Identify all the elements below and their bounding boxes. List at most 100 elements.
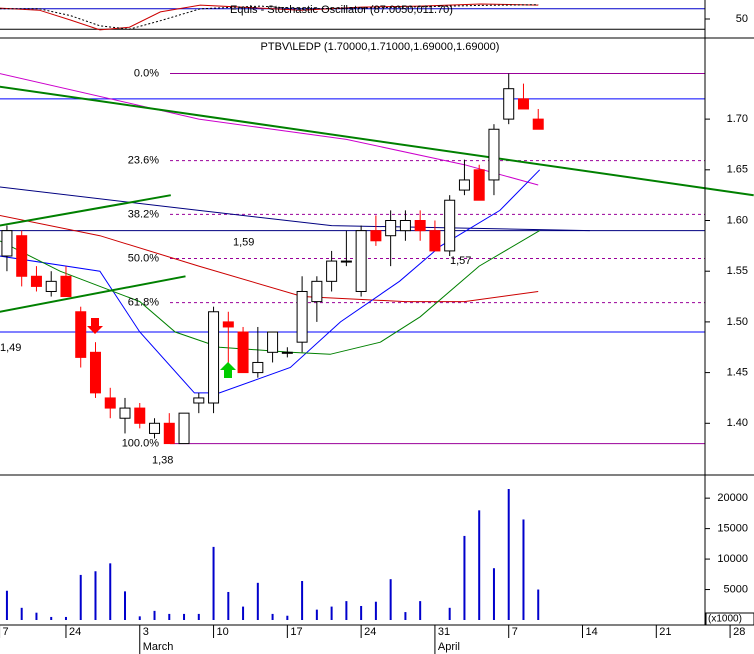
trend-line	[0, 275, 186, 313]
price-title: PTBV\LEDP (1.70000,1.71000,1.69000,1.690…	[261, 41, 500, 53]
volume-bar	[79, 574, 82, 620]
volume-bar	[183, 613, 186, 620]
candle-body	[89, 351, 101, 394]
volume-bar	[478, 510, 481, 620]
fib-label: 38.2%	[128, 208, 159, 220]
fib-label: 0.0%	[134, 67, 159, 79]
candle-body	[444, 199, 456, 252]
x-tick-label: 21	[659, 626, 671, 638]
candle-body	[30, 275, 42, 287]
price-label: 1,59	[233, 237, 254, 249]
candle-body	[60, 275, 72, 298]
candle-body	[237, 331, 249, 374]
candle-body	[134, 407, 146, 424]
x-tick-label: 28	[733, 626, 745, 638]
x-tick-label: 10	[217, 626, 229, 638]
candle-body	[1, 230, 13, 257]
unit-label: (x1000)	[708, 614, 742, 625]
volume-tick-label: 5000	[724, 583, 748, 595]
volume-bar	[197, 613, 200, 620]
volume-bar	[374, 601, 377, 620]
price-tick-label: 1.65	[727, 164, 748, 176]
candle-body	[222, 321, 234, 328]
x-tick-label: 3	[143, 626, 149, 638]
trend-line	[0, 194, 171, 227]
volume-bar	[345, 601, 348, 620]
oscillator-line	[0, 3, 539, 31]
volume-bar	[522, 519, 525, 620]
price-panel	[0, 72, 754, 445]
candle-body	[517, 98, 529, 110]
volume-bar	[360, 605, 363, 620]
price-tick-label: 1.40	[727, 417, 748, 429]
volume-bar	[50, 616, 53, 620]
candle-body	[473, 169, 485, 201]
volume-bar	[94, 571, 97, 620]
candle-body	[45, 280, 57, 292]
volume-bar	[64, 616, 67, 620]
x-tick-label: 14	[586, 626, 598, 638]
oscillator-title: Equis - Stochastic Oscillator (87.0050,0…	[230, 4, 453, 16]
candle-body	[163, 422, 175, 445]
candle-body	[311, 280, 323, 303]
volume-bar	[286, 615, 289, 620]
volume-bar	[537, 589, 540, 620]
x-tick-label: 7	[3, 626, 9, 638]
candle-body	[267, 331, 279, 353]
volume-bar	[242, 606, 245, 620]
candle-body	[458, 179, 470, 191]
volume-bar	[256, 582, 259, 620]
candle-body	[119, 407, 131, 419]
x-tick-label: 24	[69, 626, 81, 638]
candle-body	[193, 397, 205, 404]
sell-signal-arrow	[87, 318, 103, 334]
candle-body	[429, 230, 441, 252]
volume-tick-label: 10000	[717, 553, 748, 565]
volume-bar	[507, 489, 510, 620]
volume-bar	[448, 607, 451, 620]
buy-signal-arrow	[220, 362, 236, 378]
price-tick-label: 1.55	[727, 265, 748, 277]
candle-body	[252, 361, 264, 374]
candle-body	[208, 311, 220, 404]
volume-bar	[492, 568, 495, 620]
volume-bar	[153, 610, 156, 620]
candle-body	[532, 118, 544, 130]
volume-bar	[212, 546, 215, 620]
price-tick-label: 1.60	[727, 214, 748, 226]
month-label: April	[438, 641, 460, 653]
x-tick-label: 24	[364, 626, 376, 638]
month-label: March	[143, 641, 174, 653]
trend-line	[0, 85, 754, 197]
candle-body	[340, 260, 352, 263]
fib-label: 61.8%	[128, 297, 159, 309]
candle-body	[355, 230, 367, 292]
volume-bar	[315, 609, 318, 620]
volume-bar	[227, 591, 230, 620]
fib-label: 50.0%	[128, 252, 159, 264]
x-tick-label: 7	[512, 626, 518, 638]
price-tick-label: 1.45	[727, 367, 748, 379]
price-tick-label: 1.50	[727, 316, 748, 328]
price-label: 1,49	[0, 342, 21, 354]
volume-bar	[138, 616, 141, 620]
candle-body	[370, 230, 382, 242]
volume-bar	[271, 613, 274, 620]
candle-body	[488, 128, 500, 181]
fib-label: 100.0%	[122, 437, 160, 449]
volume-bar	[419, 601, 422, 620]
volume-bar	[389, 579, 392, 620]
volume-bar	[20, 607, 23, 620]
volume-bar	[5, 590, 8, 620]
volume-bar	[404, 612, 407, 620]
price-label: 1,38	[152, 454, 173, 466]
moving-average	[0, 169, 541, 394]
volume-bar	[109, 563, 112, 620]
volume-bar	[168, 613, 171, 620]
candle-body	[178, 412, 190, 445]
candle-body	[326, 260, 338, 282]
candle-body	[399, 220, 411, 232]
volume-bar	[301, 581, 304, 620]
